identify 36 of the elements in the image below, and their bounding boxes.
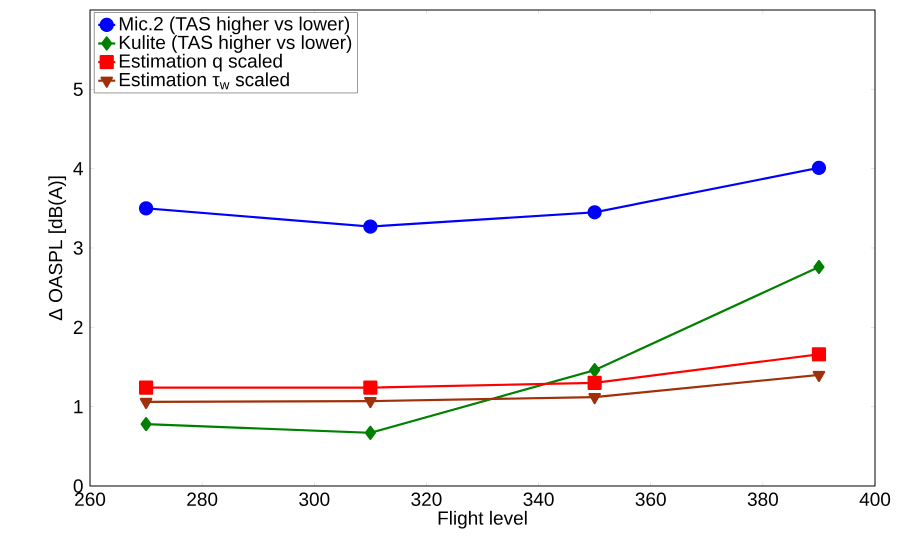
y-tick-label: 2 — [74, 320, 83, 334]
x-tick-label: 360 — [636, 492, 666, 506]
point — [363, 380, 378, 395]
y-tick-label: 3 — [74, 241, 83, 255]
point — [812, 347, 826, 362]
y-axis-title: Δ OASPL [dB(A)] — [48, 176, 66, 320]
x-tick-label: 380 — [748, 492, 778, 506]
legend-label: Estimation τ$_{w}$ scaled — [120, 72, 289, 90]
x-tick-label: 400 — [860, 492, 890, 506]
legend-label: Mic.2 (TAS higher vs lower) — [120, 16, 350, 34]
point — [588, 205, 602, 220]
legend-label: Kulite (TAS higher vs lower) — [120, 35, 352, 53]
point — [812, 370, 826, 382]
x-tick-label: 340 — [523, 492, 554, 506]
x-tick-label: 320 — [411, 492, 442, 506]
x-tick-label: 280 — [187, 492, 218, 506]
y-tick-label: 1 — [74, 400, 83, 414]
x-tick-label: 260 — [75, 492, 106, 506]
point — [588, 376, 602, 390]
point — [363, 219, 378, 234]
point — [813, 260, 825, 274]
point — [140, 417, 152, 432]
legend-label: Estimation q scaled — [120, 54, 282, 72]
point — [140, 398, 152, 409]
y-tick-label: 5 — [74, 82, 83, 96]
point — [588, 393, 601, 404]
y-tick-label: 0 — [74, 479, 83, 493]
x-axis-title: Flight level — [438, 510, 527, 529]
point — [589, 363, 600, 378]
point — [364, 426, 376, 440]
point — [138, 380, 154, 395]
x-tick-label: 300 — [299, 492, 330, 506]
point — [364, 397, 377, 408]
y-tick-label: 4 — [73, 162, 83, 176]
point — [812, 160, 826, 175]
point — [138, 201, 154, 216]
